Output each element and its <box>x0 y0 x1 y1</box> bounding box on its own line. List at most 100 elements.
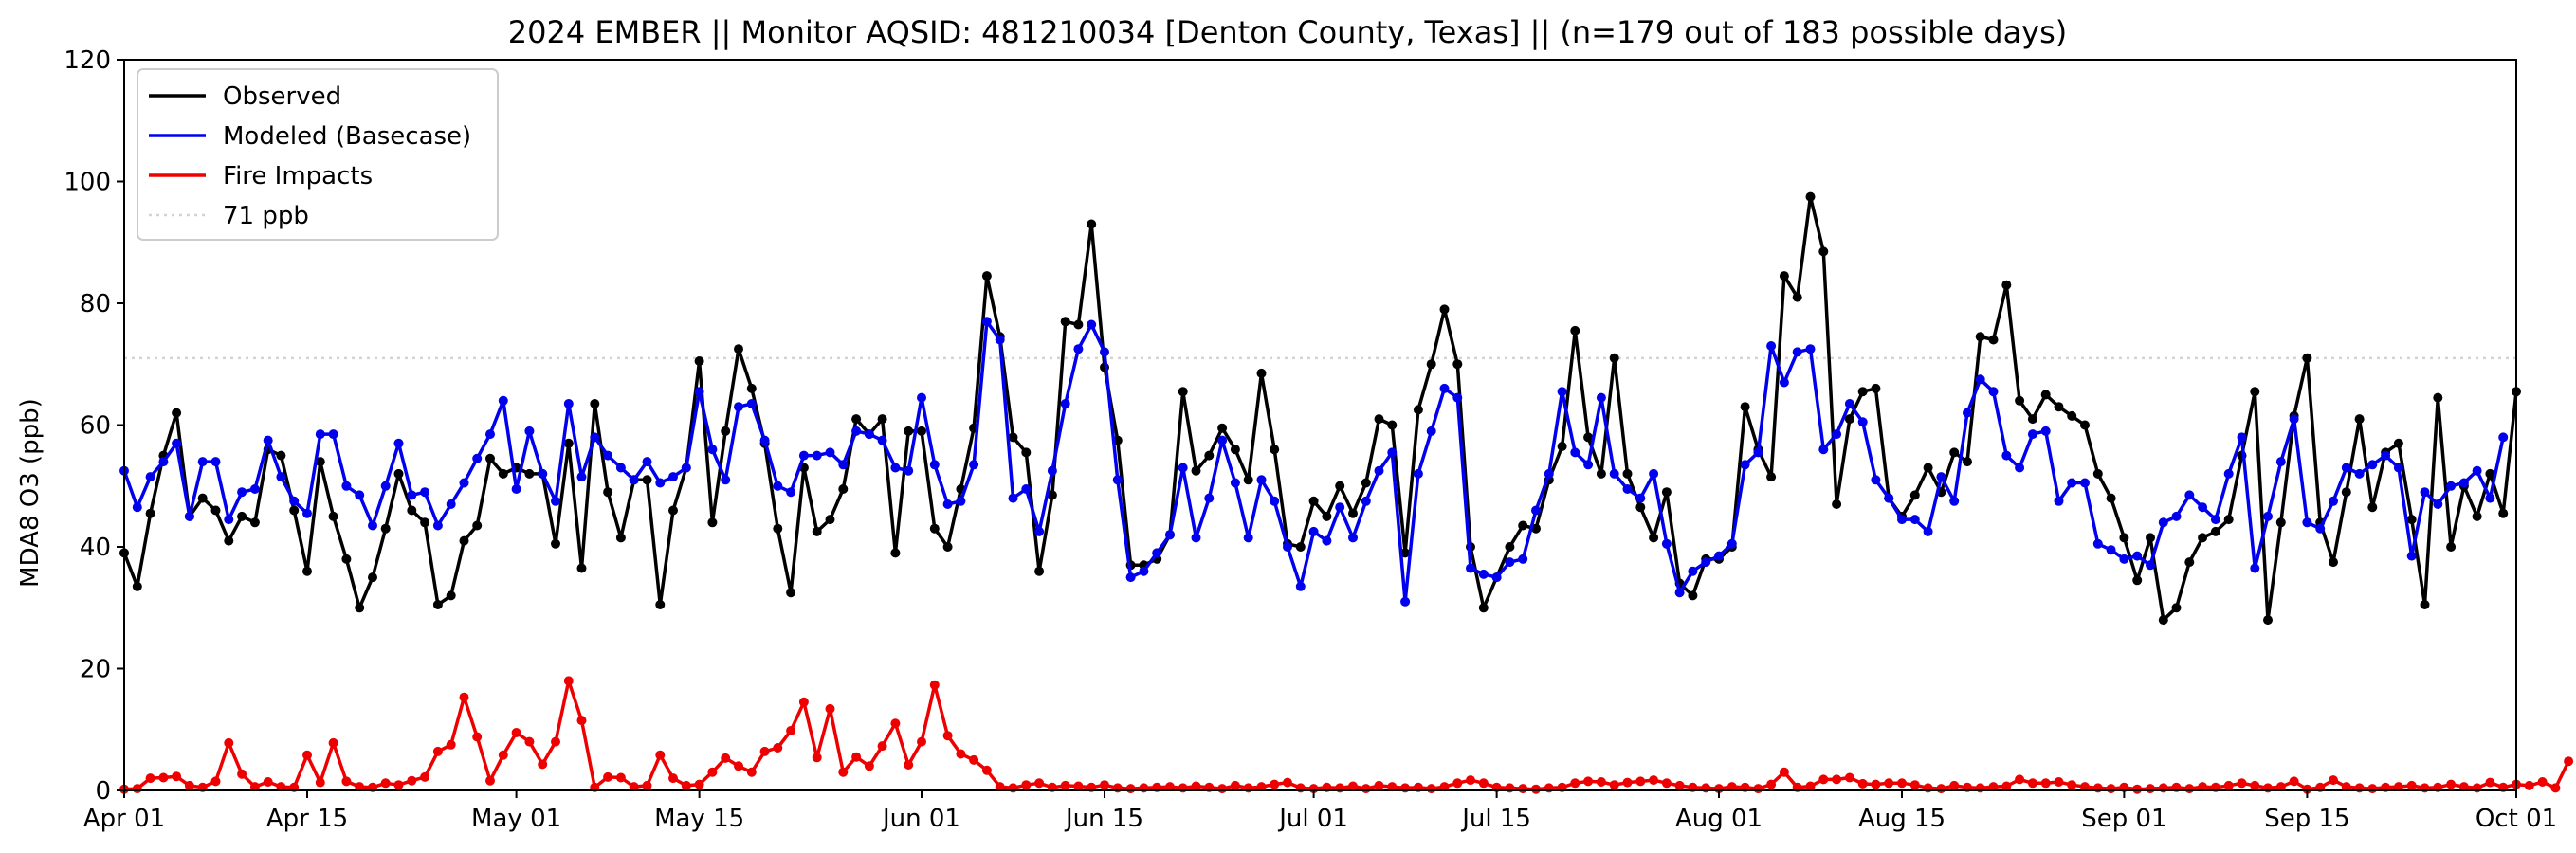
data-point-fire-impacts <box>538 759 548 770</box>
data-point-fire-impacts <box>1570 778 1580 789</box>
data-point-observed <box>1792 292 1802 302</box>
data-point-observed <box>2146 533 2155 543</box>
data-point-fire-impacts <box>1766 779 1777 789</box>
data-point-modeled-basecase <box>210 457 221 467</box>
data-point-observed <box>721 426 731 436</box>
data-point-observed <box>1243 475 1253 485</box>
data-point-fire-impacts <box>1909 780 1920 790</box>
data-point-observed <box>446 590 456 601</box>
data-point-fire-impacts <box>393 780 404 790</box>
data-point-modeled-basecase <box>2171 511 2182 521</box>
data-point-modeled-basecase <box>1112 475 1123 485</box>
data-point-modeled-basecase <box>1740 460 1750 470</box>
data-point-modeled-basecase <box>1387 447 1398 458</box>
data-point-modeled-basecase <box>1361 496 1371 506</box>
y-tick-label: 0 <box>95 777 111 806</box>
data-point-modeled-basecase <box>2132 551 2143 561</box>
data-point-modeled-basecase <box>1152 548 1162 558</box>
data-point-modeled-basecase <box>956 496 966 506</box>
data-point-modeled-basecase <box>1308 526 1319 536</box>
data-point-fire-impacts <box>615 772 626 783</box>
data-point-modeled-basecase <box>2275 457 2286 467</box>
data-point-fire-impacts <box>668 773 678 784</box>
data-point-observed <box>890 548 901 558</box>
data-point-observed <box>1452 359 1463 370</box>
data-point-modeled-basecase <box>890 463 901 473</box>
data-point-fire-impacts <box>721 753 731 763</box>
data-point-fire-impacts <box>224 737 234 748</box>
legend-label-observed: Observed <box>223 82 341 111</box>
data-point-modeled-basecase <box>707 445 718 455</box>
data-point-observed <box>2132 575 2143 586</box>
data-point-observed <box>1505 542 1515 552</box>
data-point-fire-impacts <box>1674 780 1685 790</box>
series-observed <box>119 191 2521 626</box>
data-point-fire-impacts <box>2015 774 2025 785</box>
data-point-modeled-basecase <box>1021 484 1032 494</box>
data-point-observed <box>485 453 495 463</box>
data-point-observed <box>1871 383 1881 393</box>
data-point-modeled-basecase <box>1426 426 1436 436</box>
data-point-observed <box>851 414 862 425</box>
data-point-observed <box>1073 319 1084 330</box>
data-point-modeled-basecase <box>1335 502 1345 513</box>
data-point-fire-impacts <box>1387 782 1398 792</box>
x-tick-label: Oct 01 <box>2476 805 2557 833</box>
data-point-modeled-basecase <box>1963 408 1972 418</box>
data-point-fire-impacts <box>1949 780 1960 790</box>
data-point-modeled-basecase <box>603 450 613 461</box>
y-tick-label: 100 <box>64 169 111 197</box>
data-point-fire-impacts <box>1439 782 1450 792</box>
data-point-observed <box>498 468 508 479</box>
data-point-observed <box>694 356 704 366</box>
data-point-modeled-basecase <box>1674 588 1685 598</box>
data-point-observed <box>1963 457 1972 467</box>
data-point-observed <box>2184 557 2195 568</box>
data-point-fire-impacts <box>2067 780 2077 790</box>
data-point-fire-impacts <box>1348 781 1358 791</box>
data-point-fire-impacts <box>995 782 1005 792</box>
series-modeled-basecase <box>119 317 2509 607</box>
data-point-modeled-basecase <box>576 472 587 482</box>
data-point-observed <box>2080 420 2090 430</box>
data-point-fire-impacts <box>420 771 430 782</box>
data-point-modeled-basecase <box>1818 445 1829 455</box>
data-point-observed <box>407 505 417 516</box>
data-point-modeled-basecase <box>615 463 626 473</box>
data-point-observed <box>368 572 377 583</box>
data-point-modeled-basecase <box>864 429 874 440</box>
data-point-modeled-basecase <box>2146 560 2155 571</box>
data-point-modeled-basecase <box>2027 429 2037 440</box>
data-point-observed <box>2158 615 2168 626</box>
data-point-observed <box>1844 414 1854 425</box>
data-point-modeled-basecase <box>773 481 783 491</box>
data-point-modeled-basecase <box>1139 566 1149 576</box>
data-point-modeled-basecase <box>1270 496 1280 506</box>
data-point-fire-impacts <box>1661 778 1672 789</box>
data-point-observed <box>380 523 391 534</box>
data-point-modeled-basecase <box>2458 478 2469 488</box>
data-point-modeled-basecase <box>1478 569 1489 579</box>
data-point-observed <box>1531 523 1541 534</box>
data-point-fire-impacts <box>2524 780 2534 790</box>
data-point-observed <box>1060 317 1070 327</box>
data-point-observed <box>2406 515 2417 525</box>
data-point-observed <box>929 523 940 534</box>
data-point-fire-impacts <box>524 736 535 747</box>
data-point-fire-impacts <box>1270 779 1280 789</box>
data-point-fire-impacts <box>1897 778 1907 789</box>
data-point-observed <box>2341 487 2351 498</box>
data-point-modeled-basecase <box>1100 347 1109 357</box>
data-point-modeled-basecase <box>1060 399 1070 408</box>
data-point-modeled-basecase <box>1661 538 1672 549</box>
data-point-fire-impacts <box>1034 778 1045 789</box>
data-point-modeled-basecase <box>877 435 887 445</box>
data-point-modeled-basecase <box>263 435 273 445</box>
data-point-observed <box>1087 219 1097 229</box>
data-point-modeled-basecase <box>2119 554 2129 564</box>
data-point-observed <box>1413 405 1423 415</box>
data-point-observed <box>1204 450 1215 461</box>
data-point-observed <box>341 554 352 564</box>
x-tick-label: May 01 <box>471 805 561 833</box>
data-point-fire-impacts <box>551 736 560 747</box>
